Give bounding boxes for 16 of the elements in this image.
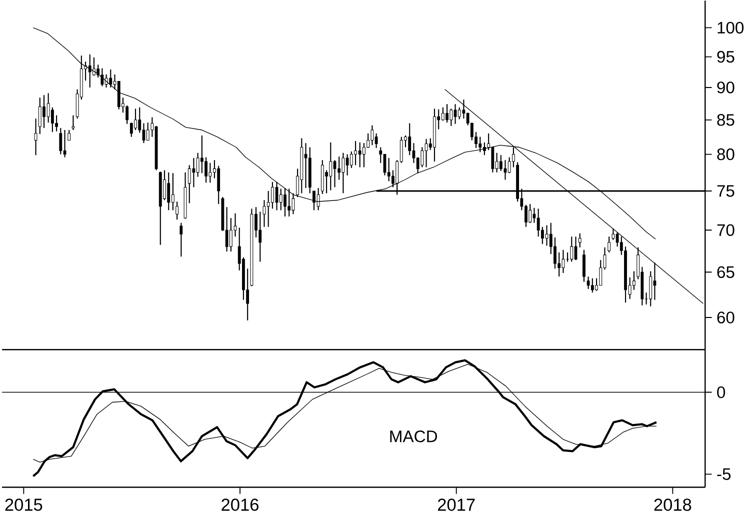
- y-tick-label: 100: [718, 22, 744, 34]
- x-tick-label: 2018: [654, 498, 692, 511]
- y-tick-label: 85: [717, 114, 734, 126]
- x-tick-label: 2017: [438, 498, 475, 511]
- y-tick-label: -5: [717, 468, 731, 480]
- y-tick-label: 65: [717, 266, 734, 278]
- y-tick-label: 60: [717, 312, 734, 324]
- y-tick-label: 0: [717, 386, 726, 398]
- y-tick-label: 90: [717, 82, 734, 94]
- y-tick-label: 95: [717, 50, 734, 63]
- y-tick-label: 75: [717, 185, 734, 197]
- y-tick-label: 80: [717, 148, 734, 160]
- x-tick-label: 2015: [5, 498, 42, 511]
- annotation: MACD: [390, 430, 438, 442]
- y-tick-label: 70: [717, 224, 734, 236]
- x-tick-label: 2016: [222, 498, 258, 511]
